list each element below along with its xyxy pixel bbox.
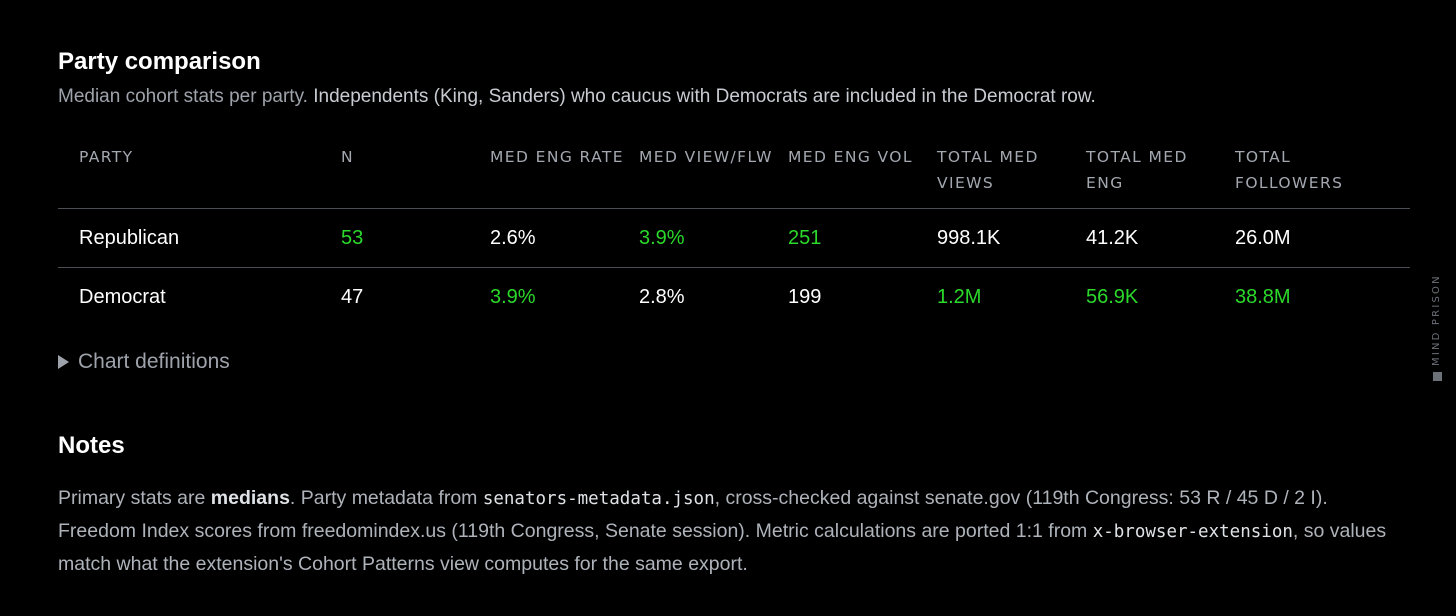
column-header-total-followers[interactable]: TOTAL FOLLOWERS (1235, 132, 1410, 209)
cell-med-eng-rate: 2.6% (490, 208, 639, 268)
notes-text-1: Primary stats are (58, 486, 211, 509)
column-header-party[interactable]: PARTY (58, 132, 341, 209)
brand-square-icon (1433, 372, 1442, 381)
notes-bold-medians: medians (210, 486, 290, 509)
subtitle-lead: Median cohort stats per party. (58, 86, 314, 107)
brand-watermark: MIND PRISON (1430, 268, 1446, 384)
cell-total-med-eng: 56.9K (1086, 286, 1139, 308)
cell-n: 47 (341, 286, 364, 308)
notes-text-2: . Party metadata from (289, 486, 483, 509)
disclosure-triangle-icon[interactable] (58, 355, 69, 369)
notes-code-metadata-file: senators-metadata.json (482, 488, 715, 509)
table-row-republican: Republican 53 2.6% 3.9% 251 998.1K 41.2K… (58, 208, 1410, 268)
cell-total-med-views: 1.2M (937, 286, 982, 308)
main-content: Party comparison Median cohort stats per… (58, 46, 1410, 580)
notes-text-4: , so values match what the extension's C… (58, 519, 1387, 575)
cell-med-eng-vol: 251 (788, 208, 937, 268)
cell-total-followers: 38.8M (1235, 286, 1291, 308)
brand-text: MIND PRISON (1431, 274, 1442, 366)
party-comparison-subtitle: Median cohort stats per party. Independe… (58, 84, 1410, 110)
chart-definitions-label[interactable]: Chart definitions (78, 350, 230, 373)
cell-total-med-eng: 41.2K (1086, 208, 1235, 268)
notes-title: Notes (58, 432, 125, 459)
column-header-total-med-eng[interactable]: TOTAL MED ENG (1086, 132, 1235, 209)
cell-med-eng-vol: 199 (788, 286, 822, 308)
cell-total-followers: 26.0M (1235, 208, 1410, 268)
party-comparison-table: PARTY N MED ENG RATE MED VIEW/FLW MED EN… (58, 132, 1410, 326)
notes-paragraph: Primary stats are medians. Party metadat… (58, 482, 1410, 580)
cell-med-view-flw: 2.8% (639, 286, 685, 308)
cell-party: Republican (58, 208, 341, 268)
notes-text-3: , cross-checked against senate.gov (119t… (58, 486, 1328, 542)
chart-definitions-toggle[interactable]: Chart definitions (58, 348, 1410, 376)
cell-med-eng-rate: 3.9% (490, 286, 536, 308)
cell-med-view-flw: 3.9% (639, 208, 788, 268)
cell-party: Democrat (79, 286, 166, 308)
table-row-democrat: Democrat 47 3.9% 2.8% 199 1.2M 56.9K 38.… (58, 268, 1410, 327)
cell-total-med-views: 998.1K (937, 208, 1086, 268)
column-header-total-med-views[interactable]: TOTAL MED VIEWS (937, 132, 1086, 209)
column-header-n[interactable]: N (341, 132, 490, 209)
table-header-row: PARTY N MED ENG RATE MED VIEW/FLW MED EN… (58, 132, 1410, 209)
column-header-med-view-flw[interactable]: MED VIEW/FLW (639, 132, 788, 209)
column-header-med-eng-vol[interactable]: MED ENG VOL (788, 132, 937, 209)
party-comparison-title: Party comparison (58, 48, 261, 75)
subtitle-independents-note: Independents (King, Sanders) who caucus … (313, 86, 1096, 107)
cell-n: 53 (341, 208, 490, 268)
notes-code-extension: x-browser-extension (1092, 521, 1293, 542)
column-header-med-eng-rate[interactable]: MED ENG RATE (490, 132, 639, 209)
